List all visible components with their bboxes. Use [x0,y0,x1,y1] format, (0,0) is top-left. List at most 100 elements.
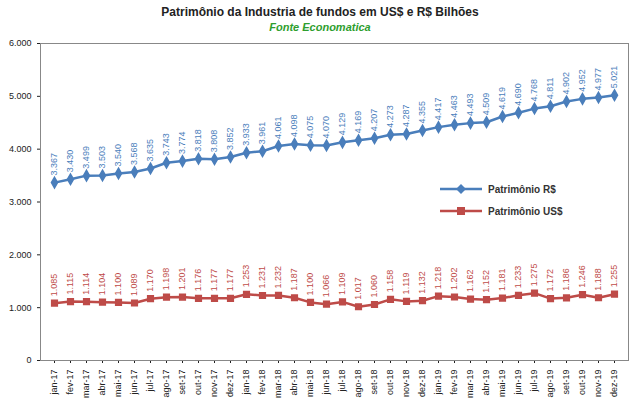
svg-text:ago-19: ago-19 [545,370,555,398]
svg-text:fev-18: fev-18 [257,370,267,395]
svg-text:nov-18: nov-18 [401,370,411,398]
svg-text:1.132: 1.132 [417,271,427,294]
svg-text:3.540: 3.540 [113,144,123,167]
svg-text:set-17: set-17 [177,370,187,395]
svg-text:jun-19: jun-19 [513,370,523,396]
svg-text:1.232: 1.232 [273,266,283,289]
svg-text:1.104: 1.104 [97,273,107,296]
svg-text:4.207: 4.207 [369,109,379,132]
svg-text:1.186: 1.186 [561,268,571,291]
svg-text:set-19: set-19 [561,370,571,395]
svg-text:4.098: 4.098 [289,114,299,137]
svg-text:4.902: 4.902 [561,72,571,95]
svg-text:nov-17: nov-17 [209,370,219,398]
svg-text:ago-18: ago-18 [353,370,363,398]
svg-text:1.201: 1.201 [177,268,187,291]
svg-text:3.503: 3.503 [97,146,107,169]
svg-text:1.115: 1.115 [65,273,75,295]
svg-text:6.000: 6.000 [9,38,32,48]
svg-text:mar-18: mar-18 [273,370,283,399]
svg-text:4.463: 4.463 [449,95,459,118]
svg-text:jan-17: jan-17 [49,370,59,396]
svg-text:1.017: 1.017 [353,277,363,300]
svg-text:1.060: 1.060 [369,275,379,298]
svg-text:4.075: 4.075 [305,116,315,139]
svg-text:4.287: 4.287 [401,104,411,127]
svg-text:3.852: 3.852 [225,127,235,150]
svg-text:4.509: 4.509 [481,93,491,116]
svg-text:4.061: 4.061 [273,116,283,139]
svg-text:1.233: 1.233 [513,266,523,289]
svg-text:1.246: 1.246 [577,265,587,288]
svg-text:dez-18: dez-18 [417,370,427,398]
svg-text:1.109: 1.109 [337,272,347,295]
svg-text:jun-17: jun-17 [129,370,139,396]
svg-text:abr-19: abr-19 [481,370,491,396]
svg-text:fev-19: fev-19 [449,370,459,395]
svg-text:jul-19: jul-19 [529,370,539,393]
svg-text:1.162: 1.162 [465,270,475,293]
svg-text:1.114: 1.114 [81,273,91,295]
svg-text:5.021: 5.021 [609,66,619,89]
svg-text:1.170: 1.170 [145,269,155,292]
svg-text:4.129: 4.129 [337,113,347,136]
svg-text:3.808: 3.808 [209,130,219,153]
svg-text:abr-18: abr-18 [289,370,299,396]
svg-text:jan-19: jan-19 [433,370,443,396]
svg-text:out-19: out-19 [577,370,587,396]
svg-text:mar-17: mar-17 [81,370,91,399]
svg-text:fev-17: fev-17 [65,370,75,395]
svg-text:4.070: 4.070 [321,116,331,139]
svg-text:3.818: 3.818 [193,129,203,152]
svg-text:4.977: 4.977 [593,68,603,91]
svg-text:1.231: 1.231 [257,266,267,289]
svg-text:3.367: 3.367 [49,153,59,176]
svg-text:1.089: 1.089 [129,273,139,296]
svg-text:mai-18: mai-18 [305,370,315,398]
svg-text:1.100: 1.100 [305,273,315,296]
svg-text:1.275: 1.275 [529,264,539,287]
svg-text:4.493: 4.493 [465,94,475,117]
svg-text:mar-19: mar-19 [465,370,475,399]
svg-text:2.000: 2.000 [9,250,32,260]
svg-text:3.743: 3.743 [161,133,171,156]
svg-text:1.172: 1.172 [545,269,555,292]
svg-text:3.961: 3.961 [257,122,267,145]
svg-text:1.000: 1.000 [9,303,32,313]
svg-text:1.255: 1.255 [609,265,619,288]
svg-text:abr-17: abr-17 [97,370,107,396]
svg-text:1.158: 1.158 [385,270,395,293]
svg-text:1.188: 1.188 [593,268,603,291]
svg-text:1.066: 1.066 [321,275,331,298]
svg-text:1.198: 1.198 [161,268,171,291]
svg-text:3.499: 3.499 [81,146,91,169]
svg-text:1.176: 1.176 [193,269,203,292]
svg-text:5.000: 5.000 [9,91,32,101]
svg-text:3.568: 3.568 [129,142,139,165]
svg-text:4.952: 4.952 [577,69,587,92]
svg-text:4.811: 4.811 [545,77,555,99]
svg-text:3.774: 3.774 [177,132,187,155]
svg-text:1.152: 1.152 [481,270,491,293]
svg-text:4.619: 4.619 [497,87,507,110]
svg-text:dez-19: dez-19 [609,370,619,398]
svg-text:1.202: 1.202 [449,267,459,290]
svg-text:1.085: 1.085 [49,274,59,297]
svg-text:0: 0 [26,355,31,365]
svg-text:4.768: 4.768 [529,79,539,102]
svg-text:4.690: 4.690 [513,83,523,106]
svg-text:set-18: set-18 [369,370,379,395]
svg-text:ago-17: ago-17 [161,370,171,398]
svg-text:nov-19: nov-19 [593,370,603,398]
svg-text:1.100: 1.100 [113,273,123,296]
svg-text:mai-19: mai-19 [497,370,507,398]
svg-text:1.218: 1.218 [433,267,443,290]
svg-text:1.119: 1.119 [401,273,411,295]
svg-text:4.000: 4.000 [9,144,32,154]
svg-text:3.430: 3.430 [65,150,75,173]
svg-text:3.635: 3.635 [145,139,155,162]
svg-text:4.169: 4.169 [353,111,363,134]
svg-text:4.273: 4.273 [385,105,395,128]
svg-text:jun-18: jun-18 [321,370,331,396]
svg-text:1.253: 1.253 [241,265,251,288]
